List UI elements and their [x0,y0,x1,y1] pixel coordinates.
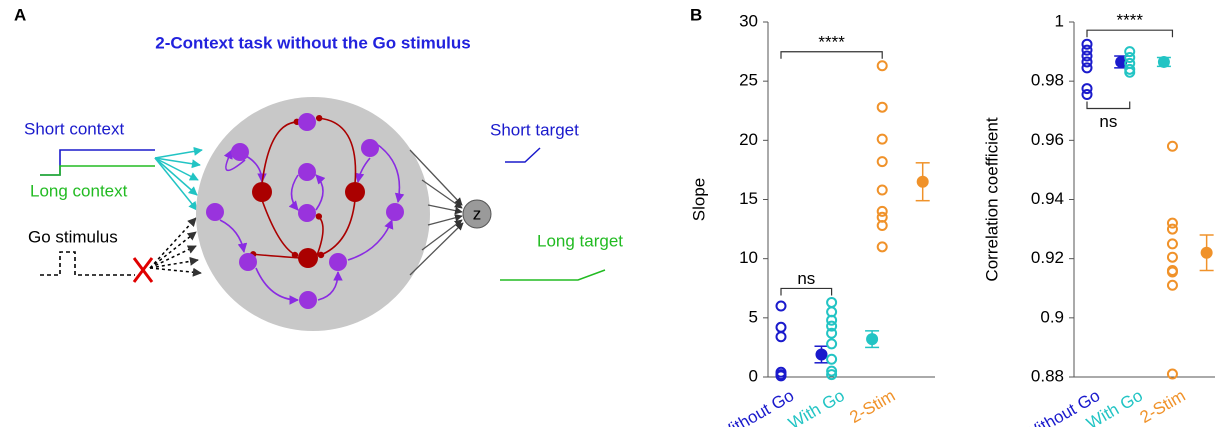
mean-point [1200,246,1213,259]
target-label: Short target [490,120,579,139]
data-point [1166,266,1178,278]
panel-label: A [14,5,26,24]
mean-point [916,175,929,188]
data-point [1081,44,1093,56]
y-tick-label: 0.96 [1031,130,1064,149]
data-point [1124,46,1136,58]
data-point [1166,223,1178,235]
y-tick-label: 5 [749,307,758,326]
x-tick-label: Without Go [714,386,797,427]
neurons [206,113,404,309]
significance-label: **** [1116,11,1143,30]
y-tick-label: 0.88 [1031,366,1064,385]
target-trace [500,269,606,281]
data-point [876,60,888,72]
data-point [1166,238,1178,250]
target-trace [505,147,541,163]
data-point [826,320,838,332]
data-point [775,300,787,312]
data-point [876,184,888,196]
data-point [775,370,787,382]
data-point [1081,38,1093,50]
x-tick-label: With Go [785,386,848,427]
data-point [1124,66,1136,78]
y-tick-label: 15 [739,189,758,208]
significance-label: ns [1099,112,1117,131]
significance-label: ns [797,269,815,288]
data-point [1166,251,1178,263]
y-tick-label: 0.94 [1031,189,1064,208]
data-point [1124,52,1136,63]
data-point [1081,50,1093,62]
data-point [1166,140,1178,152]
mean-point [815,348,828,361]
y-tick-label: 30 [739,11,758,30]
panel-label: B [690,5,702,24]
y-tick-label: 1 [1055,11,1064,30]
x-tick-label: 2-Stim [846,386,898,427]
y-axis-label: Correlation coefficient [982,117,1001,281]
data-point [775,321,787,333]
output-label: z [473,204,482,223]
data-point [826,327,838,339]
connections [219,114,405,305]
data-point [1081,56,1093,68]
input-label: Short context [24,119,124,138]
x-tick-label: 2-Stim [1137,386,1189,427]
data-point [1166,368,1178,380]
mean-point [1157,55,1170,68]
y-tick-label: 20 [739,130,758,149]
data-point [826,296,838,308]
y-tick-label: 0 [749,366,758,385]
y-tick-label: 10 [739,248,758,267]
data-point [1081,62,1093,74]
significance-label: **** [818,32,845,51]
significance-bracket [1086,29,1174,38]
y-tick-label: 25 [739,71,758,90]
data-point [826,353,838,365]
y-tick-label: 0.9 [1040,307,1064,326]
mean-point [866,333,879,346]
output-node [462,199,492,229]
y-tick-label: 0.98 [1031,71,1064,90]
data-point [876,241,888,253]
significance-bracket [1086,101,1131,110]
data-point [876,133,888,145]
mean-point [1115,55,1128,68]
significance-bracket [780,287,833,296]
data-point [1166,279,1178,291]
data-point [1166,217,1178,229]
data-point [876,220,888,232]
y-axis-label: Slope [689,178,708,221]
data-point [826,314,838,326]
data-point [1081,88,1093,100]
data-point [826,338,838,350]
data-point [775,331,787,343]
data-point [1081,83,1093,95]
target-label: Long target [537,231,623,250]
data-point [876,156,888,168]
input-arrows [132,146,203,283]
input-traces [40,149,155,276]
output-arrows [409,149,464,276]
data-point [876,101,888,113]
diagram-title: 2-Context task without the Go stimulus [155,33,470,52]
input-label: Go stimulus [28,227,118,246]
input-label: Long context [30,181,128,200]
y-tick-label: 0.92 [1031,248,1064,267]
data-point [826,369,838,381]
data-point [826,365,838,377]
significance-bracket [780,51,883,59]
data-point [876,205,888,217]
